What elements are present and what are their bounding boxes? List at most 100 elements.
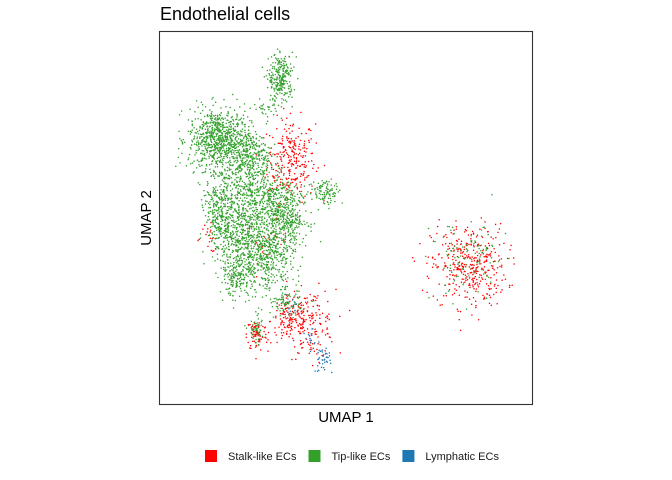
data-point bbox=[299, 332, 301, 335]
data-point bbox=[305, 318, 307, 321]
data-point bbox=[239, 274, 242, 277]
data-point bbox=[454, 274, 456, 277]
data-point bbox=[195, 128, 198, 130]
data-point bbox=[288, 219, 291, 221]
data-point bbox=[227, 225, 230, 228]
data-point bbox=[239, 166, 242, 169]
data-point bbox=[263, 149, 266, 152]
data-point bbox=[267, 267, 269, 269]
data-point bbox=[271, 80, 273, 83]
data-point bbox=[209, 114, 211, 117]
data-point bbox=[279, 209, 282, 211]
data-point bbox=[228, 160, 230, 163]
data-point bbox=[310, 160, 313, 162]
data-point bbox=[285, 236, 287, 238]
data-point bbox=[222, 188, 225, 191]
data-point bbox=[260, 269, 262, 271]
data-point bbox=[457, 250, 459, 253]
data-point bbox=[282, 233, 285, 236]
data-point bbox=[206, 184, 209, 187]
data-point bbox=[487, 269, 489, 272]
data-point bbox=[262, 148, 265, 150]
data-point bbox=[263, 250, 265, 252]
data-point bbox=[230, 219, 233, 222]
data-point bbox=[479, 259, 481, 262]
data-point bbox=[235, 177, 238, 179]
data-point bbox=[454, 266, 456, 268]
data-point bbox=[283, 154, 286, 156]
data-point bbox=[232, 307, 235, 309]
data-point bbox=[212, 104, 214, 107]
data-point bbox=[245, 173, 248, 176]
data-point bbox=[452, 247, 455, 249]
data-point bbox=[237, 246, 240, 248]
data-point bbox=[321, 179, 323, 182]
data-point bbox=[270, 207, 272, 209]
data-point bbox=[222, 241, 225, 243]
data-point bbox=[311, 364, 314, 367]
data-point bbox=[231, 134, 233, 137]
data-point bbox=[277, 217, 280, 220]
data-point bbox=[296, 226, 298, 229]
data-point bbox=[294, 200, 296, 202]
data-point bbox=[224, 270, 227, 272]
data-point bbox=[413, 260, 416, 262]
data-point bbox=[295, 215, 297, 217]
data-point bbox=[497, 260, 500, 263]
data-point bbox=[285, 189, 287, 192]
data-point bbox=[243, 248, 245, 250]
data-point bbox=[196, 144, 198, 147]
data-point bbox=[257, 174, 259, 177]
data-point bbox=[300, 183, 303, 186]
data-point bbox=[258, 151, 261, 153]
data-point bbox=[233, 261, 235, 264]
data-point bbox=[295, 235, 297, 237]
data-point bbox=[219, 140, 221, 143]
data-point bbox=[232, 135, 235, 137]
data-point bbox=[322, 181, 325, 184]
data-point bbox=[299, 316, 301, 318]
data-point bbox=[486, 253, 488, 256]
data-point bbox=[230, 262, 232, 264]
data-point bbox=[280, 243, 282, 246]
data-point bbox=[236, 234, 238, 236]
data-point bbox=[256, 218, 258, 221]
data-point bbox=[256, 248, 259, 250]
data-point bbox=[472, 284, 474, 286]
data-point bbox=[286, 326, 289, 328]
data-point bbox=[236, 285, 239, 287]
data-point bbox=[242, 118, 245, 120]
data-point bbox=[465, 244, 468, 246]
data-point bbox=[222, 203, 225, 205]
data-point bbox=[266, 120, 269, 122]
data-point bbox=[278, 78, 280, 80]
data-point bbox=[285, 208, 288, 211]
data-point bbox=[238, 285, 241, 288]
data-point bbox=[230, 244, 233, 246]
data-point bbox=[212, 190, 214, 193]
data-point bbox=[244, 264, 246, 266]
data-point bbox=[229, 123, 232, 126]
data-point bbox=[452, 302, 454, 305]
data-point bbox=[245, 291, 248, 294]
data-point bbox=[252, 156, 254, 159]
data-point bbox=[277, 104, 280, 107]
data-point bbox=[260, 208, 262, 211]
data-point bbox=[248, 324, 250, 326]
data-point bbox=[205, 136, 207, 138]
data-point bbox=[286, 70, 288, 72]
data-point bbox=[220, 184, 222, 186]
data-point bbox=[485, 283, 488, 285]
data-point bbox=[281, 294, 283, 297]
data-point bbox=[227, 131, 229, 134]
data-point bbox=[218, 136, 220, 139]
data-point bbox=[268, 268, 271, 270]
data-point bbox=[230, 215, 233, 217]
data-point bbox=[299, 331, 301, 333]
data-point bbox=[199, 237, 202, 239]
data-point bbox=[490, 236, 492, 238]
data-point bbox=[277, 69, 279, 72]
data-point bbox=[286, 216, 288, 219]
data-point bbox=[254, 335, 257, 338]
data-point bbox=[266, 239, 268, 241]
